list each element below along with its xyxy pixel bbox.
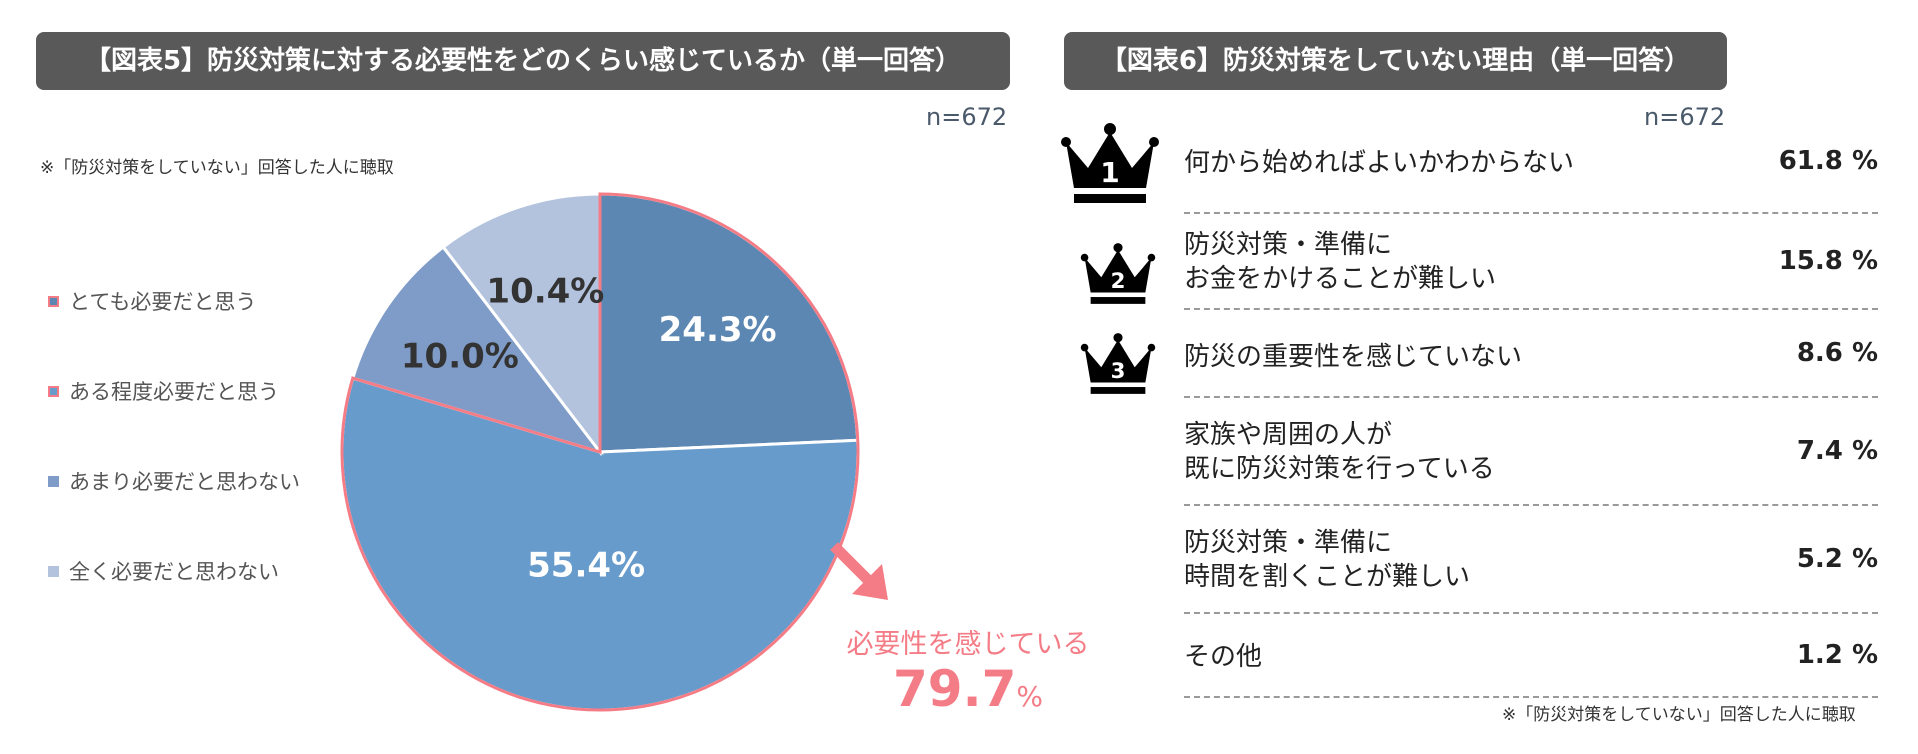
callout-text: 必要性を感じている [846,629,1090,660]
reason-label-6: その他 [1184,642,1263,672]
fig5-title: 【図表5】防災対策に対する必要性をどのくらい感じているか（単一回答） [36,32,1010,90]
reason-row-6: その他 1.2 % [1060,638,1878,688]
pie-slice-4 [441,192,602,457]
fig6-title: 【図表6】防災対策をしていない理由（単一回答） [1064,32,1727,90]
pie-chart: 24.3% 55.4% 10.0% 10.4% [340,192,860,712]
crown-rank-2-number: 2 [1111,269,1126,294]
row-divider [1184,396,1878,398]
crown-rank-1-number: 1 [1100,156,1119,189]
necessity-highlight-outline [340,192,860,712]
crown-rank-3-number: 3 [1111,359,1126,384]
reason-value-6: 1.2 % [1796,640,1878,670]
reason-row-4: 家族や周囲の人が 既に防災対策を行っている 7.4 % [1060,418,1878,504]
reason-value-3: 8.6 % [1796,338,1878,368]
reason-label-1: 何から始めればよいかわからない [1184,148,1575,178]
pie-slice-3 [350,244,604,455]
reason-value-2: 15.8 % [1778,246,1878,276]
callout-value: 79.7 [893,660,1017,718]
reason-label-2b: お金をかけることが難しい [1184,264,1497,294]
reason-value-5: 5.2 % [1796,544,1878,574]
legend-swatch-3 [48,475,59,487]
reason-label-4b: 既に防災対策を行っている [1184,454,1495,484]
row-divider [1184,504,1878,506]
fig6-sample-size: n=672 [1644,103,1726,131]
fig5-sample-size: n=672 [926,103,1008,131]
legend-item-3: あまり必要だと思わない [48,466,300,496]
reason-label-2a: 防災対策・準備に [1184,230,1393,260]
legend-swatch-2 [48,385,59,397]
legend-item-1: とても必要だと思う [48,286,256,316]
reason-row-1: 1 何から始めればよいかわからない 61.8 % [1060,122,1878,208]
reason-label-3: 防災の重要性を感じていない [1184,342,1523,372]
pie-label-3: 10.0% [401,336,519,376]
legend-label-4: 全く必要だと思わない [69,560,279,584]
legend-label-3: あまり必要だと思わない [69,470,300,494]
row-divider [1184,612,1878,614]
reason-row-2: 2 防災対策・準備に お金をかけることが難しい 15.8 % [1060,226,1878,312]
legend-item-2: ある程度必要だと思う [48,376,279,406]
row-divider [1184,696,1878,698]
fig5-note: ※「防災対策をしていない」回答した人に聴取 [40,158,394,178]
callout-unit: % [1016,680,1043,713]
reason-label-5a: 防災対策・準備に [1184,528,1393,558]
pie-label-4: 10.4% [486,272,604,312]
reason-label-5b: 時間を割くことが難しい [1184,562,1471,592]
crown-rank-1-icon: 1 [1061,123,1159,203]
fig6-note: ※「防災対策をしていない」回答した人に聴取 [1502,705,1856,725]
legend-swatch-4 [48,565,59,577]
legend-label-1: とても必要だと思う [69,290,257,314]
pie-label-1: 24.3% [659,310,777,350]
crown-rank-3-icon: 3 [1080,333,1156,394]
crown-rank-2-icon: 2 [1080,243,1156,304]
pie-label-2: 55.4% [527,546,645,586]
row-divider [1184,308,1878,310]
legend-item-4: 全く必要だと思わない [48,556,279,586]
reason-value-1: 61.8 % [1778,146,1878,176]
legend-label-2: ある程度必要だと思う [69,380,279,404]
legend-swatch-1 [48,295,59,307]
row-divider [1184,212,1878,214]
necessity-callout: 必要性を感じている 79.7% [836,622,1100,717]
callout-arrow-icon [830,542,888,600]
reason-label-4a: 家族や周囲の人が [1184,420,1393,450]
reason-row-5: 防災対策・準備に 時間を割くことが難しい 5.2 % [1060,526,1878,612]
reason-row-3: 3 防災の重要性を感じていない 8.6 % [1060,322,1878,408]
reason-value-4: 7.4 % [1796,436,1878,466]
